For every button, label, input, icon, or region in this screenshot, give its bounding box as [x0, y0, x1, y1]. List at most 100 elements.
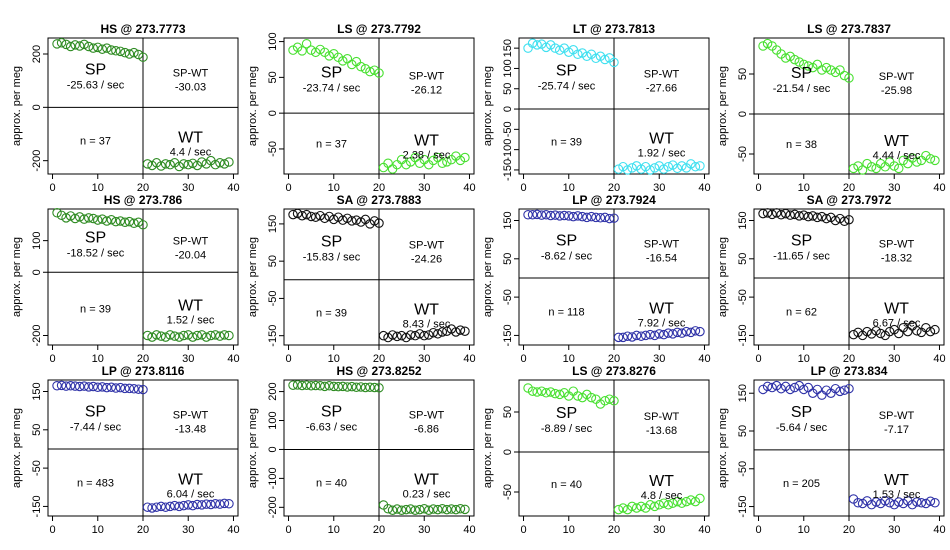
sp-point: [70, 40, 80, 50]
spwt-value: -30.03: [175, 82, 206, 94]
x-tick-label: 30: [653, 353, 665, 365]
y-tick-label: 150: [737, 384, 749, 402]
x-tick-label: 40: [463, 182, 475, 194]
wt-point: [903, 326, 913, 337]
spwt-value: -13.48: [175, 423, 206, 435]
wt-point: [925, 154, 936, 164]
wt-point: [405, 504, 416, 514]
wt-point: [930, 498, 940, 508]
sp-point: [310, 380, 321, 391]
sp-point: [120, 383, 130, 394]
sp-point: [573, 391, 583, 401]
panel-10: HS @ 273.8252 0 10 20 30 40 -200 -100 0 100 200 app…: [247, 364, 476, 536]
sp-point: [523, 43, 533, 53]
wt-rate: 1.53 / sec: [873, 489, 921, 501]
x-tick-label: 20: [843, 524, 855, 536]
sp-point: [83, 41, 94, 52]
x-tick-label: 10: [798, 353, 810, 365]
y-tick-label: -200: [31, 324, 43, 346]
wt-point: [206, 499, 216, 510]
sp-point: [297, 210, 307, 221]
sp-point: [835, 386, 845, 397]
spwt-label: SP-WT: [879, 238, 915, 250]
x-tick-label: 10: [92, 524, 104, 536]
wt-point: [414, 504, 425, 515]
sp-point: [365, 382, 375, 392]
wt-point: [210, 159, 221, 170]
sp-point: [826, 65, 836, 75]
wt-point: [663, 500, 674, 510]
sp-rate: -25.63 / sec: [67, 80, 125, 92]
panel-title: SA @ 273.7883: [337, 193, 422, 207]
y-tick-label: 0: [737, 111, 749, 117]
wt-point: [156, 161, 166, 171]
wt-point: [898, 498, 909, 509]
sp-point: [115, 216, 126, 226]
y-tick-label: 100: [502, 59, 514, 77]
wt-point: [649, 330, 660, 341]
sp-point: [799, 210, 809, 220]
panel-title: LS @ 273.7792: [337, 22, 421, 36]
y-tick-label: 150: [31, 382, 43, 400]
wt-point: [645, 329, 655, 340]
wt-point: [848, 163, 859, 174]
wt-point: [437, 504, 448, 514]
sp-point: [315, 381, 325, 391]
wt-point: [183, 500, 193, 510]
wt-label: WT: [649, 300, 674, 317]
x-tick-label: 30: [653, 524, 665, 536]
wt-point: [912, 497, 922, 507]
y-tick-label: -100: [502, 139, 514, 161]
wt-point: [618, 503, 628, 513]
panel-6: SA @ 273.7883 0 10 20 30 40 -150 -50 50 150 approx…: [247, 193, 476, 365]
wt-label: WT: [649, 131, 674, 148]
y-tick-label: 0: [267, 110, 279, 116]
sp-point: [83, 213, 94, 223]
wt-point: [446, 504, 457, 514]
sp-point: [56, 38, 67, 48]
y-tick-label: -50: [267, 141, 279, 157]
x-tick-label: 20: [608, 353, 620, 365]
sp-point: [306, 381, 316, 391]
wt-point: [636, 164, 646, 174]
sp-point: [789, 54, 800, 65]
sp-point: [106, 45, 117, 55]
sp-point: [523, 209, 533, 220]
x-tick-label: 40: [698, 353, 710, 365]
x-tick-label: 30: [418, 524, 430, 536]
sp-label: SP: [321, 65, 342, 82]
sp-point: [138, 52, 148, 62]
sp-point: [292, 208, 303, 219]
wt-label: WT: [414, 301, 439, 318]
x-tick-label: 20: [137, 353, 149, 365]
wt-point: [622, 331, 633, 341]
wt-point: [613, 504, 624, 515]
wt-point: [219, 159, 230, 169]
sp-point: [550, 43, 560, 53]
y-axis-label: approx. per meg: [247, 237, 259, 317]
wt-point: [627, 332, 637, 342]
sp-label: SP: [556, 63, 577, 80]
sp-point: [844, 383, 854, 394]
x-tick-label: 20: [608, 182, 620, 194]
sp-point: [600, 396, 610, 406]
sp-point: [347, 216, 357, 226]
wt-rate: 7.92 / sec: [638, 317, 686, 329]
wt-point: [857, 165, 868, 175]
sp-label: SP: [85, 230, 106, 247]
n-label: n = 39: [316, 307, 347, 319]
sp-point: [776, 209, 786, 220]
wt-point: [378, 330, 389, 341]
sp-point: [532, 387, 542, 397]
wt-point: [387, 330, 398, 340]
sp-point: [600, 212, 610, 223]
panel-title: HS @ 273.786: [104, 193, 183, 207]
n-label: n = 118: [548, 306, 584, 318]
wt-point: [192, 330, 203, 341]
wt-point: [428, 504, 439, 514]
panel-1: HS @ 273.7773 0 10 20 30 40 -200 0 200 approx. pe…: [11, 22, 240, 194]
sp-point: [129, 384, 139, 394]
wt-rate: 4.8 / sec: [641, 490, 683, 502]
x-tick-label: 30: [418, 182, 430, 194]
sp-point: [356, 382, 366, 392]
